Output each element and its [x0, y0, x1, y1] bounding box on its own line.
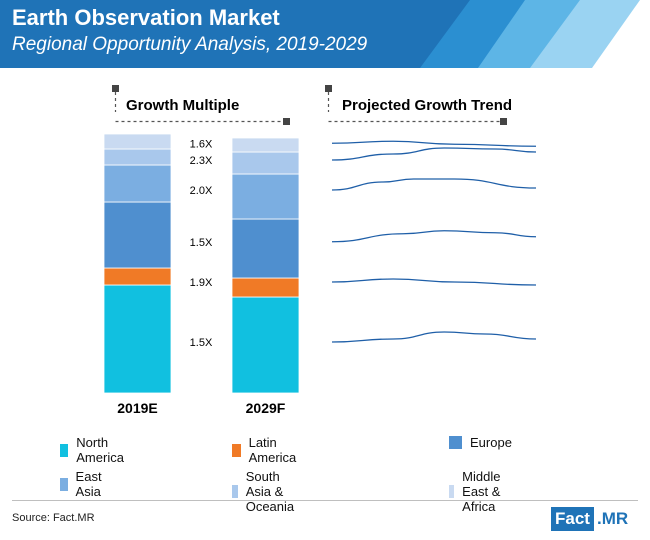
growth-trend-frame: [325, 85, 507, 125]
legend-swatch: [232, 485, 238, 498]
growth-multiple-label: 1.5X: [190, 337, 213, 349]
growth-trend-lines: [331, 140, 537, 343]
bar-2029f-east-asia: [231, 173, 300, 220]
legend-swatch: [449, 485, 455, 498]
trend-line: [331, 278, 537, 286]
growth-multiple-label: 2.0X: [190, 185, 213, 197]
source-note: Source: Fact.MR: [12, 512, 95, 524]
growth-multiple-label: 1.5X: [190, 237, 213, 249]
factmr-logo: Fact .MR: [551, 507, 628, 531]
legend-swatch: [232, 443, 241, 457]
legend-label: Latin America: [248, 435, 297, 465]
footer-divider: [12, 500, 638, 501]
bar-2029f-south-asia-oceania: [231, 151, 300, 175]
trend-line: [331, 147, 537, 161]
legend-item: Middle East & Africa: [449, 469, 508, 514]
trend-line: [331, 230, 537, 243]
legend-label: East Asia: [75, 469, 102, 499]
bar-2029f-north-america: [231, 296, 300, 394]
legend-swatch: [60, 443, 69, 457]
legend-item: East Asia: [60, 469, 107, 499]
legend-item: Europe: [449, 435, 512, 450]
chart-area: Growth Multiple Projected Growth Trend 1…: [103, 85, 537, 416]
legend-item: Latin America: [232, 435, 301, 465]
legend-label: Middle East & Africa: [462, 469, 501, 514]
chart-title: Earth Observation Market: [12, 5, 280, 30]
growth-multiple-labels: 1.5X 1.9X 1.5X 2.0X 2.3X 1.6X: [190, 138, 213, 349]
trend-line: [331, 178, 537, 191]
stacked-bars: [103, 133, 300, 394]
bar-2019e-south-asia-oceania: [103, 148, 172, 166]
logo-left: Fact: [551, 507, 594, 531]
growth-multiple-label: 1.6X: [190, 138, 213, 150]
bar-2029f-europe: [231, 218, 300, 279]
bar-2019e-middle-east-africa: [103, 133, 172, 150]
trend-line: [331, 140, 537, 147]
logo-right: .MR: [596, 509, 629, 528]
growth-multiple-label: 1.9X: [190, 277, 213, 289]
x-tick-label: 2019E: [117, 400, 157, 416]
bar-2029f-latin-america: [231, 277, 300, 298]
bar-2029f-middle-east-africa: [231, 137, 300, 153]
growth-multiple-title: Growth Multiple: [126, 97, 239, 114]
x-axis-labels: 2019E 2029F: [117, 400, 286, 416]
bar-2019e-europe: [103, 201, 172, 269]
bar-2019e-north-america: [103, 284, 172, 394]
x-tick-label: 2029F: [246, 400, 286, 416]
legend-label: Europe: [470, 435, 512, 450]
chart-subtitle: Regional Opportunity Analysis, 2019-2029: [12, 34, 368, 55]
legend-label: South Asia & Oceania: [245, 469, 295, 514]
growth-multiple-frame: [112, 85, 290, 125]
legend-label: North America: [76, 435, 124, 465]
bar-2019e-latin-america: [103, 267, 172, 286]
trend-line: [331, 331, 537, 343]
header-banner: Earth Observation Market Regional Opport…: [0, 0, 650, 68]
bar-2019e-east-asia: [103, 164, 172, 203]
legend-swatch: [60, 477, 68, 491]
growth-multiple-label: 2.3X: [190, 155, 213, 167]
legend-item: North America: [60, 435, 129, 465]
legend-swatch: [449, 436, 462, 449]
growth-trend-title: Projected Growth Trend: [342, 97, 512, 114]
header-background: [0, 0, 650, 68]
legend-item: South Asia & Oceania: [232, 469, 301, 514]
